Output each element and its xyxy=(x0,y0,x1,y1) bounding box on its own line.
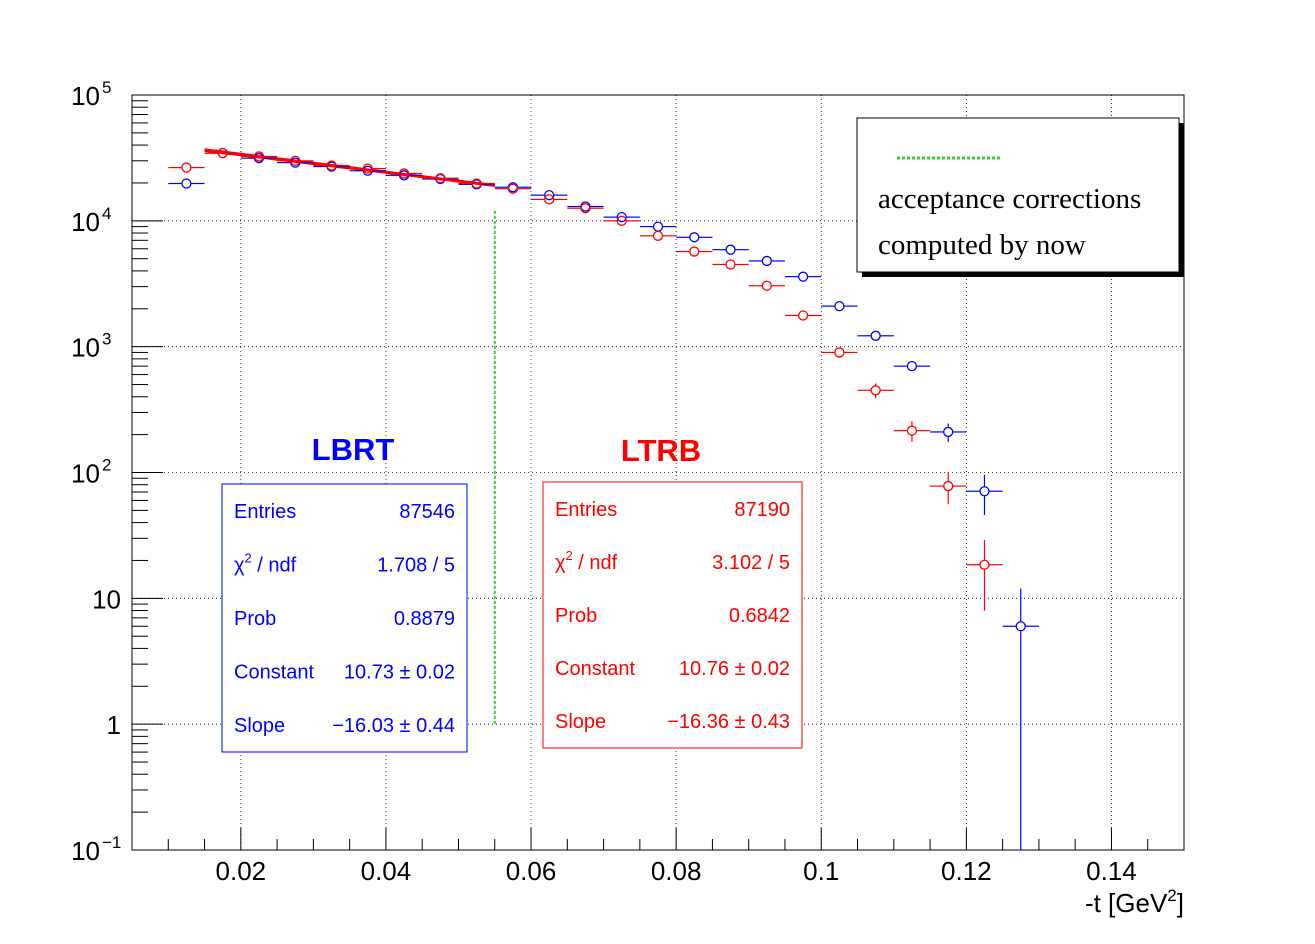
ltrb-point xyxy=(821,347,858,358)
stats-label: Entries xyxy=(555,499,617,521)
lbrt-point xyxy=(784,271,822,282)
x-tick-label: 0.04 xyxy=(361,856,412,886)
lbrt-point xyxy=(930,423,967,442)
stats-value: 0.6842 xyxy=(729,605,790,627)
stats-label: Constant xyxy=(234,662,314,684)
stats-value: −16.03 ± 0.44 xyxy=(332,715,455,737)
ltrb-point xyxy=(204,148,241,159)
stats-value: −16.36 ± 0.43 xyxy=(667,711,790,733)
x-tick-label: 0.02 xyxy=(216,856,267,886)
y-tick-label: 1 xyxy=(107,710,121,740)
ltrb-point xyxy=(168,162,205,173)
lbrt-point xyxy=(748,255,785,267)
ltrb-point xyxy=(531,194,568,205)
ltrb-series xyxy=(168,148,1003,611)
stats-value: 1.708 / 5 xyxy=(377,555,455,577)
ltrb-point xyxy=(712,259,749,270)
lbrt-point xyxy=(168,178,205,189)
ltrb-title: LTRB xyxy=(621,433,701,468)
stats-box-frame xyxy=(221,483,468,753)
ltrb-point xyxy=(349,163,386,174)
x-tick-label: 0.12 xyxy=(941,856,992,886)
stats-value: 87190 xyxy=(734,499,790,521)
stats-value: 87546 xyxy=(399,501,455,523)
stats-label: Prob xyxy=(234,608,276,630)
lbrt-stats-box: Entries 87546 χ2 / ndf 1.708 / 5 Prob 0.8879 C… xyxy=(221,483,468,753)
stats-label: χ2 / ndf xyxy=(555,548,618,574)
ltrb-point xyxy=(676,246,713,257)
ltrb-point xyxy=(567,203,604,214)
x-tick-label: 0.1 xyxy=(803,856,839,886)
lbrt-point xyxy=(1002,588,1039,850)
ltrb-point xyxy=(313,160,350,171)
ltrb-stats-box: Entries 87190 χ2 / ndf 3.102 / 5 Prob 0.6842 C… xyxy=(542,481,803,749)
x-tick-label: 0.08 xyxy=(651,856,702,886)
stats-label: Slope xyxy=(555,711,606,733)
stats-label: Prob xyxy=(555,605,597,627)
ltrb-point xyxy=(857,383,894,399)
ltrb-point xyxy=(458,178,495,189)
lbrt-point xyxy=(857,330,894,341)
lbrt-point xyxy=(603,211,640,223)
data-points xyxy=(168,148,1039,850)
lbrt-point xyxy=(966,474,1003,515)
legend-line-2: computed by now xyxy=(878,229,1086,261)
ltrb-point xyxy=(930,472,967,505)
lbrt-point xyxy=(531,189,568,201)
ltrb-point xyxy=(494,183,532,194)
stats-value: 10.73 ± 0.02 xyxy=(344,662,455,684)
ltrb-point xyxy=(639,230,677,241)
y-tick-label: 10 xyxy=(92,584,121,614)
lbrt-title: LBRT xyxy=(312,432,395,467)
lbrt-point xyxy=(676,232,713,243)
ltrb-point xyxy=(966,540,1003,611)
legend-line-1: acceptance corrections xyxy=(878,183,1141,215)
x-tick-label: 0.14 xyxy=(1086,856,1137,886)
lbrt-point xyxy=(712,244,749,255)
x-axis-title: -t [GeV2] xyxy=(1085,886,1184,918)
stats-label: Entries xyxy=(234,501,296,523)
ltrb-point xyxy=(385,168,423,179)
stats-value: 3.102 / 5 xyxy=(712,552,790,574)
ltrb-point xyxy=(893,421,931,442)
legend: acceptance corrections computed by now xyxy=(856,117,1184,277)
ltrb-point xyxy=(422,173,459,184)
y-tick-label: 10 2 xyxy=(71,456,111,489)
stats-value: 0.8879 xyxy=(394,608,455,630)
ltrb-point xyxy=(784,310,822,321)
stats-label: χ2 / ndf xyxy=(234,551,297,577)
lbrt-point xyxy=(893,361,931,372)
lbrt-point xyxy=(821,300,858,312)
stats-value: 10.76 ± 0.02 xyxy=(679,658,790,680)
stats-box-frame xyxy=(542,481,803,749)
ltrb-point xyxy=(277,155,314,166)
x-tick-label: 0.06 xyxy=(506,856,557,886)
ltrb-point xyxy=(240,151,278,162)
ltrb-point xyxy=(748,280,785,291)
stats-label: Constant xyxy=(555,658,635,680)
ltrb-point xyxy=(603,215,640,226)
legend-box xyxy=(856,117,1180,273)
stats-label: Slope xyxy=(234,715,285,737)
